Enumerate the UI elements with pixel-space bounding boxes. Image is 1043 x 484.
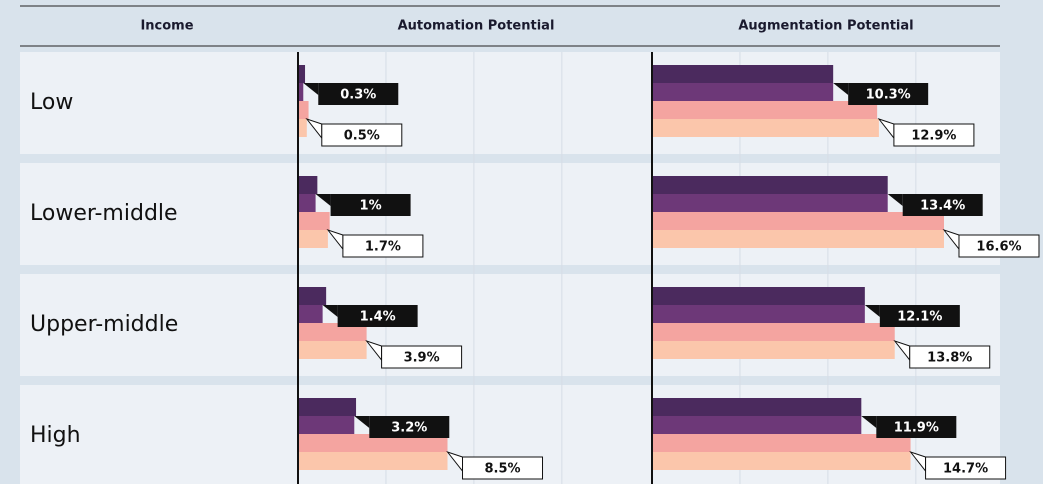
value-label: 1.7% bbox=[365, 240, 401, 255]
label-box bbox=[893, 123, 975, 147]
bar bbox=[298, 287, 327, 305]
bar bbox=[298, 341, 367, 359]
label-box bbox=[902, 194, 983, 216]
value-label: 8.5% bbox=[484, 462, 520, 477]
value-label: 1% bbox=[360, 199, 382, 214]
bar bbox=[652, 119, 879, 137]
bar bbox=[298, 65, 306, 83]
label-box bbox=[330, 194, 411, 216]
value-label: 3.2% bbox=[391, 421, 427, 436]
value-label: 1.4% bbox=[360, 310, 396, 325]
bar bbox=[298, 101, 309, 119]
bar bbox=[298, 176, 318, 194]
value-label: 12.9% bbox=[911, 129, 956, 144]
bar bbox=[298, 305, 323, 323]
category-label: Upper-middle bbox=[30, 312, 178, 337]
label-box bbox=[848, 83, 929, 105]
bar bbox=[652, 341, 895, 359]
bar bbox=[652, 416, 862, 434]
bar bbox=[652, 434, 911, 452]
value-label: 12.1% bbox=[897, 310, 942, 325]
label-box bbox=[342, 234, 424, 258]
bar bbox=[298, 194, 316, 212]
bar bbox=[298, 230, 328, 248]
column-header: Income bbox=[140, 19, 193, 34]
label-box bbox=[879, 305, 960, 327]
label-pointer bbox=[315, 194, 331, 206]
column-header: Automation Potential bbox=[398, 19, 555, 34]
bar bbox=[298, 83, 304, 101]
value-label: 11.9% bbox=[894, 421, 939, 436]
bar bbox=[652, 323, 895, 341]
label-box bbox=[381, 345, 463, 369]
column-header: Augmentation Potential bbox=[738, 19, 913, 34]
label-pointer bbox=[887, 194, 903, 206]
bar bbox=[652, 305, 865, 323]
label-pointer bbox=[833, 83, 849, 95]
label-box bbox=[958, 234, 1040, 258]
label-box bbox=[925, 456, 1007, 480]
label-box bbox=[318, 83, 399, 105]
value-label: 3.9% bbox=[404, 351, 440, 366]
category-label: Low bbox=[30, 90, 73, 115]
bar bbox=[652, 452, 911, 470]
bar bbox=[298, 323, 367, 341]
value-label: 10.3% bbox=[866, 88, 911, 103]
category-label: High bbox=[30, 423, 81, 448]
value-label: 0.3% bbox=[340, 88, 376, 103]
bar bbox=[652, 176, 888, 194]
value-label: 13.8% bbox=[927, 351, 972, 366]
label-pointer bbox=[861, 416, 877, 428]
bar bbox=[652, 65, 834, 83]
label-pointer bbox=[322, 305, 338, 317]
value-label: 13.4% bbox=[920, 199, 965, 214]
label-pointer bbox=[303, 83, 319, 95]
category-label: Lower-middle bbox=[30, 201, 178, 226]
value-label: 14.7% bbox=[943, 462, 988, 477]
label-pointer bbox=[864, 305, 880, 317]
label-box bbox=[909, 345, 991, 369]
label-pointer bbox=[354, 416, 370, 428]
label-box bbox=[337, 305, 418, 327]
bar bbox=[298, 416, 355, 434]
bar bbox=[652, 287, 865, 305]
bar bbox=[298, 212, 330, 230]
value-label: 0.5% bbox=[344, 129, 380, 144]
bar bbox=[298, 452, 448, 470]
bar bbox=[298, 398, 357, 416]
bar bbox=[652, 101, 878, 119]
bar bbox=[652, 83, 834, 101]
label-box bbox=[876, 416, 957, 438]
value-label: 16.6% bbox=[976, 240, 1021, 255]
bar bbox=[298, 434, 448, 452]
bar bbox=[652, 212, 944, 230]
bar bbox=[298, 119, 307, 137]
bar bbox=[652, 194, 888, 212]
bar bbox=[652, 398, 862, 416]
label-box bbox=[369, 416, 450, 438]
label-box bbox=[321, 123, 403, 147]
label-box bbox=[462, 456, 544, 480]
bar bbox=[652, 230, 944, 248]
